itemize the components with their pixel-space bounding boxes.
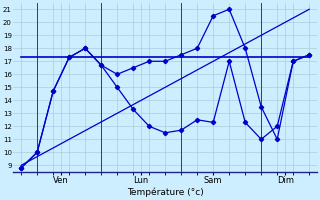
X-axis label: Température (°c): Température (°c) (127, 188, 204, 197)
